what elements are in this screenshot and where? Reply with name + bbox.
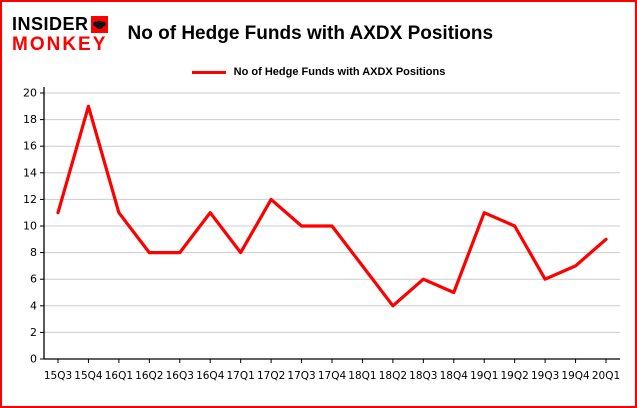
y-tick-label: 2 <box>30 326 37 339</box>
x-tick-label: 18Q2 <box>379 370 407 382</box>
y-tick-label: 18 <box>23 113 37 126</box>
y-tick-label: 4 <box>30 299 37 312</box>
y-tick-label: 0 <box>30 353 37 366</box>
x-tick-label: 16Q2 <box>135 370 163 382</box>
x-tick-label: 16Q4 <box>196 370 225 382</box>
x-tick-label: 17Q2 <box>257 370 285 382</box>
y-tick-label: 16 <box>23 140 37 153</box>
chart-legend: No of Hedge Funds with AXDX Positions <box>2 63 635 81</box>
page-title: No of Hedge Funds with AXDX Positions <box>127 23 494 44</box>
insider-monkey-logo: INSIDER MONKEY <box>12 15 108 54</box>
x-tick-label: 16Q1 <box>105 370 133 382</box>
x-tick-label: 15Q4 <box>74 370 103 382</box>
logo-text-monkey: MONKEY <box>12 33 108 55</box>
y-tick-label: 6 <box>30 273 37 286</box>
y-tick-label: 8 <box>30 246 37 259</box>
y-tick-label: 12 <box>23 193 37 206</box>
x-tick-label: 18Q1 <box>348 370 376 382</box>
legend-line-swatch <box>191 70 226 74</box>
x-tick-label: 19Q1 <box>470 370 498 382</box>
monkey-icon <box>90 15 108 33</box>
x-tick-label: 19Q3 <box>531 370 559 382</box>
x-tick-label: 16Q3 <box>166 370 194 382</box>
y-tick-label: 14 <box>23 166 37 179</box>
x-tick-label: 18Q3 <box>409 370 437 382</box>
x-tick-label: 17Q4 <box>318 370 347 382</box>
x-tick-label: 17Q1 <box>227 370 255 382</box>
x-tick-label: 17Q3 <box>287 370 315 382</box>
data-series-line <box>56 104 608 308</box>
x-tick-label: 18Q4 <box>440 370 469 382</box>
x-tick-label: 20Q1 <box>592 370 620 382</box>
header: INSIDER MONKEY No of Hedge Funds with AX… <box>2 2 635 59</box>
logo-text-insider: INSIDER <box>12 13 89 34</box>
x-tick-label: 15Q3 <box>44 370 72 382</box>
line-chart: 0 2 4 6 8 10 12 14 16 18 20 15Q3 15Q4 16Q1 16Q2 16Q3 16Q… <box>23 87 620 383</box>
legend-label: No of Hedge Funds with AXDX Positions <box>233 66 446 78</box>
y-tick-label: 10 <box>23 220 37 233</box>
logo-row: INSIDER <box>12 15 108 33</box>
y-tick-label: 20 <box>23 87 37 100</box>
x-tick-label: 19Q2 <box>501 370 529 382</box>
x-tick-label: 19Q4 <box>561 370 590 382</box>
